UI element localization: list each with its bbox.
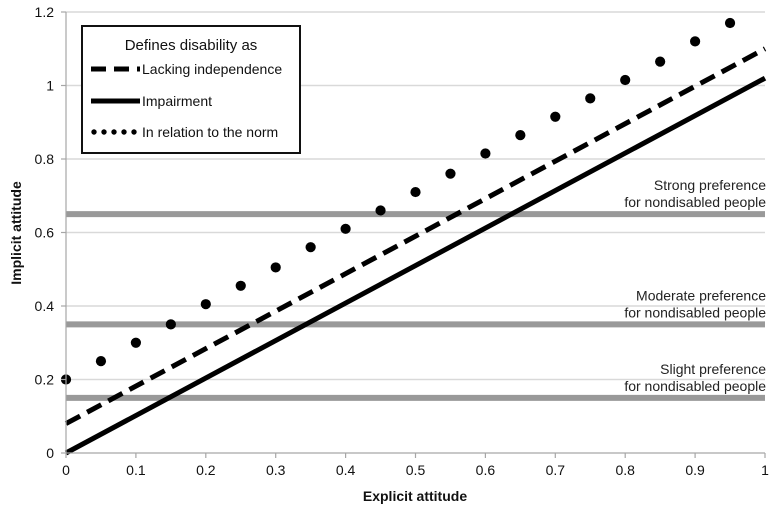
y-tick-label: 0.2 bbox=[35, 372, 55, 388]
axes: 0 0.2 0.4 0.6 0.8 1 1.2 0 0.1 0.2 0.3 0.4 0.5 0.6 0.7 0… bbox=[35, 4, 770, 478]
series-point-in-relation-to-the-norm bbox=[340, 223, 351, 234]
legend-label-impairment: Impairment bbox=[142, 93, 212, 109]
legend: Defines disability as Lacking independen… bbox=[81, 25, 301, 154]
series-layer bbox=[60, 17, 767, 456]
x-tick-label: 0.5 bbox=[406, 462, 426, 478]
series-point-in-relation-to-the-norm bbox=[130, 337, 141, 348]
legend-dotted-line-icon bbox=[91, 129, 137, 135]
y-tick-label: 0.4 bbox=[35, 298, 55, 314]
legend-title: Defines disability as bbox=[125, 37, 258, 54]
series-point-in-relation-to-the-norm bbox=[515, 130, 526, 141]
x-tick-label: 0.7 bbox=[546, 462, 566, 478]
y-tick-label: 1.2 bbox=[35, 4, 55, 20]
series-point-in-relation-to-the-norm bbox=[690, 36, 701, 47]
x-tick-label: 0.1 bbox=[126, 462, 146, 478]
x-tick-label: 0.8 bbox=[615, 462, 635, 478]
series-point-in-relation-to-the-norm bbox=[724, 17, 736, 29]
y-tick-label: 0.8 bbox=[35, 151, 55, 167]
y-tick-label: 1 bbox=[46, 78, 54, 94]
legend-dot bbox=[111, 129, 117, 135]
series-point-in-relation-to-the-norm bbox=[305, 242, 316, 253]
x-tick-label: 0.9 bbox=[685, 462, 705, 478]
legend-dot bbox=[131, 129, 137, 135]
series-point-in-relation-to-the-norm bbox=[235, 280, 246, 291]
x-tick-label: 0.2 bbox=[196, 462, 216, 478]
y-axis-title: Implicit attitude bbox=[8, 181, 24, 285]
reference-label-line1: Strong preference bbox=[654, 177, 766, 193]
series-point-in-relation-to-the-norm bbox=[95, 356, 107, 367]
series-point-in-relation-to-the-norm bbox=[410, 186, 421, 198]
series-point-in-relation-to-the-norm bbox=[620, 74, 631, 86]
reference-label-line1: Moderate preference bbox=[636, 287, 766, 303]
series-line-impairment bbox=[64, 75, 767, 456]
series-point-in-relation-to-the-norm bbox=[165, 319, 176, 330]
x-tick-label: 0.6 bbox=[476, 462, 496, 478]
legend-box bbox=[81, 25, 301, 154]
legend-dot bbox=[121, 129, 127, 135]
series-point-in-relation-to-the-norm bbox=[445, 168, 456, 179]
x-axis-title: Explicit attitude bbox=[363, 488, 467, 504]
x-tick-label: 0 bbox=[62, 462, 70, 478]
series-point-in-relation-to-the-norm bbox=[655, 56, 666, 67]
legend-dot bbox=[91, 129, 97, 135]
gridlines bbox=[66, 11, 765, 381]
series-point-in-relation-to-the-norm bbox=[480, 148, 491, 159]
y-tick-label: 0.6 bbox=[35, 225, 55, 241]
series-point-in-relation-to-the-norm bbox=[270, 262, 281, 273]
series-point-in-relation-to-the-norm bbox=[585, 93, 596, 104]
legend-dot bbox=[101, 129, 107, 135]
legend-label-in-relation-to-the-norm: In relation to the norm bbox=[142, 124, 278, 140]
legend-label-lacking-independence: Lacking independence bbox=[142, 61, 282, 77]
x-tick-label: 0.4 bbox=[336, 462, 356, 478]
series-point-in-relation-to-the-norm bbox=[200, 299, 211, 310]
series-point-in-relation-to-the-norm bbox=[550, 111, 561, 122]
reference-label-line2: for nondisabled people bbox=[624, 194, 766, 210]
series-line-lacking-independence bbox=[64, 46, 767, 426]
x-tick-label: 0.3 bbox=[266, 462, 286, 478]
reference-label-line2: for nondisabled people bbox=[624, 378, 766, 394]
reference-label-line2: for nondisabled people bbox=[624, 304, 766, 320]
x-tick-label: 1 bbox=[761, 462, 769, 478]
series-point-in-relation-to-the-norm bbox=[375, 205, 386, 216]
reference-label-line1: Slight preference bbox=[660, 361, 766, 377]
y-tick-label: 0 bbox=[46, 445, 54, 461]
